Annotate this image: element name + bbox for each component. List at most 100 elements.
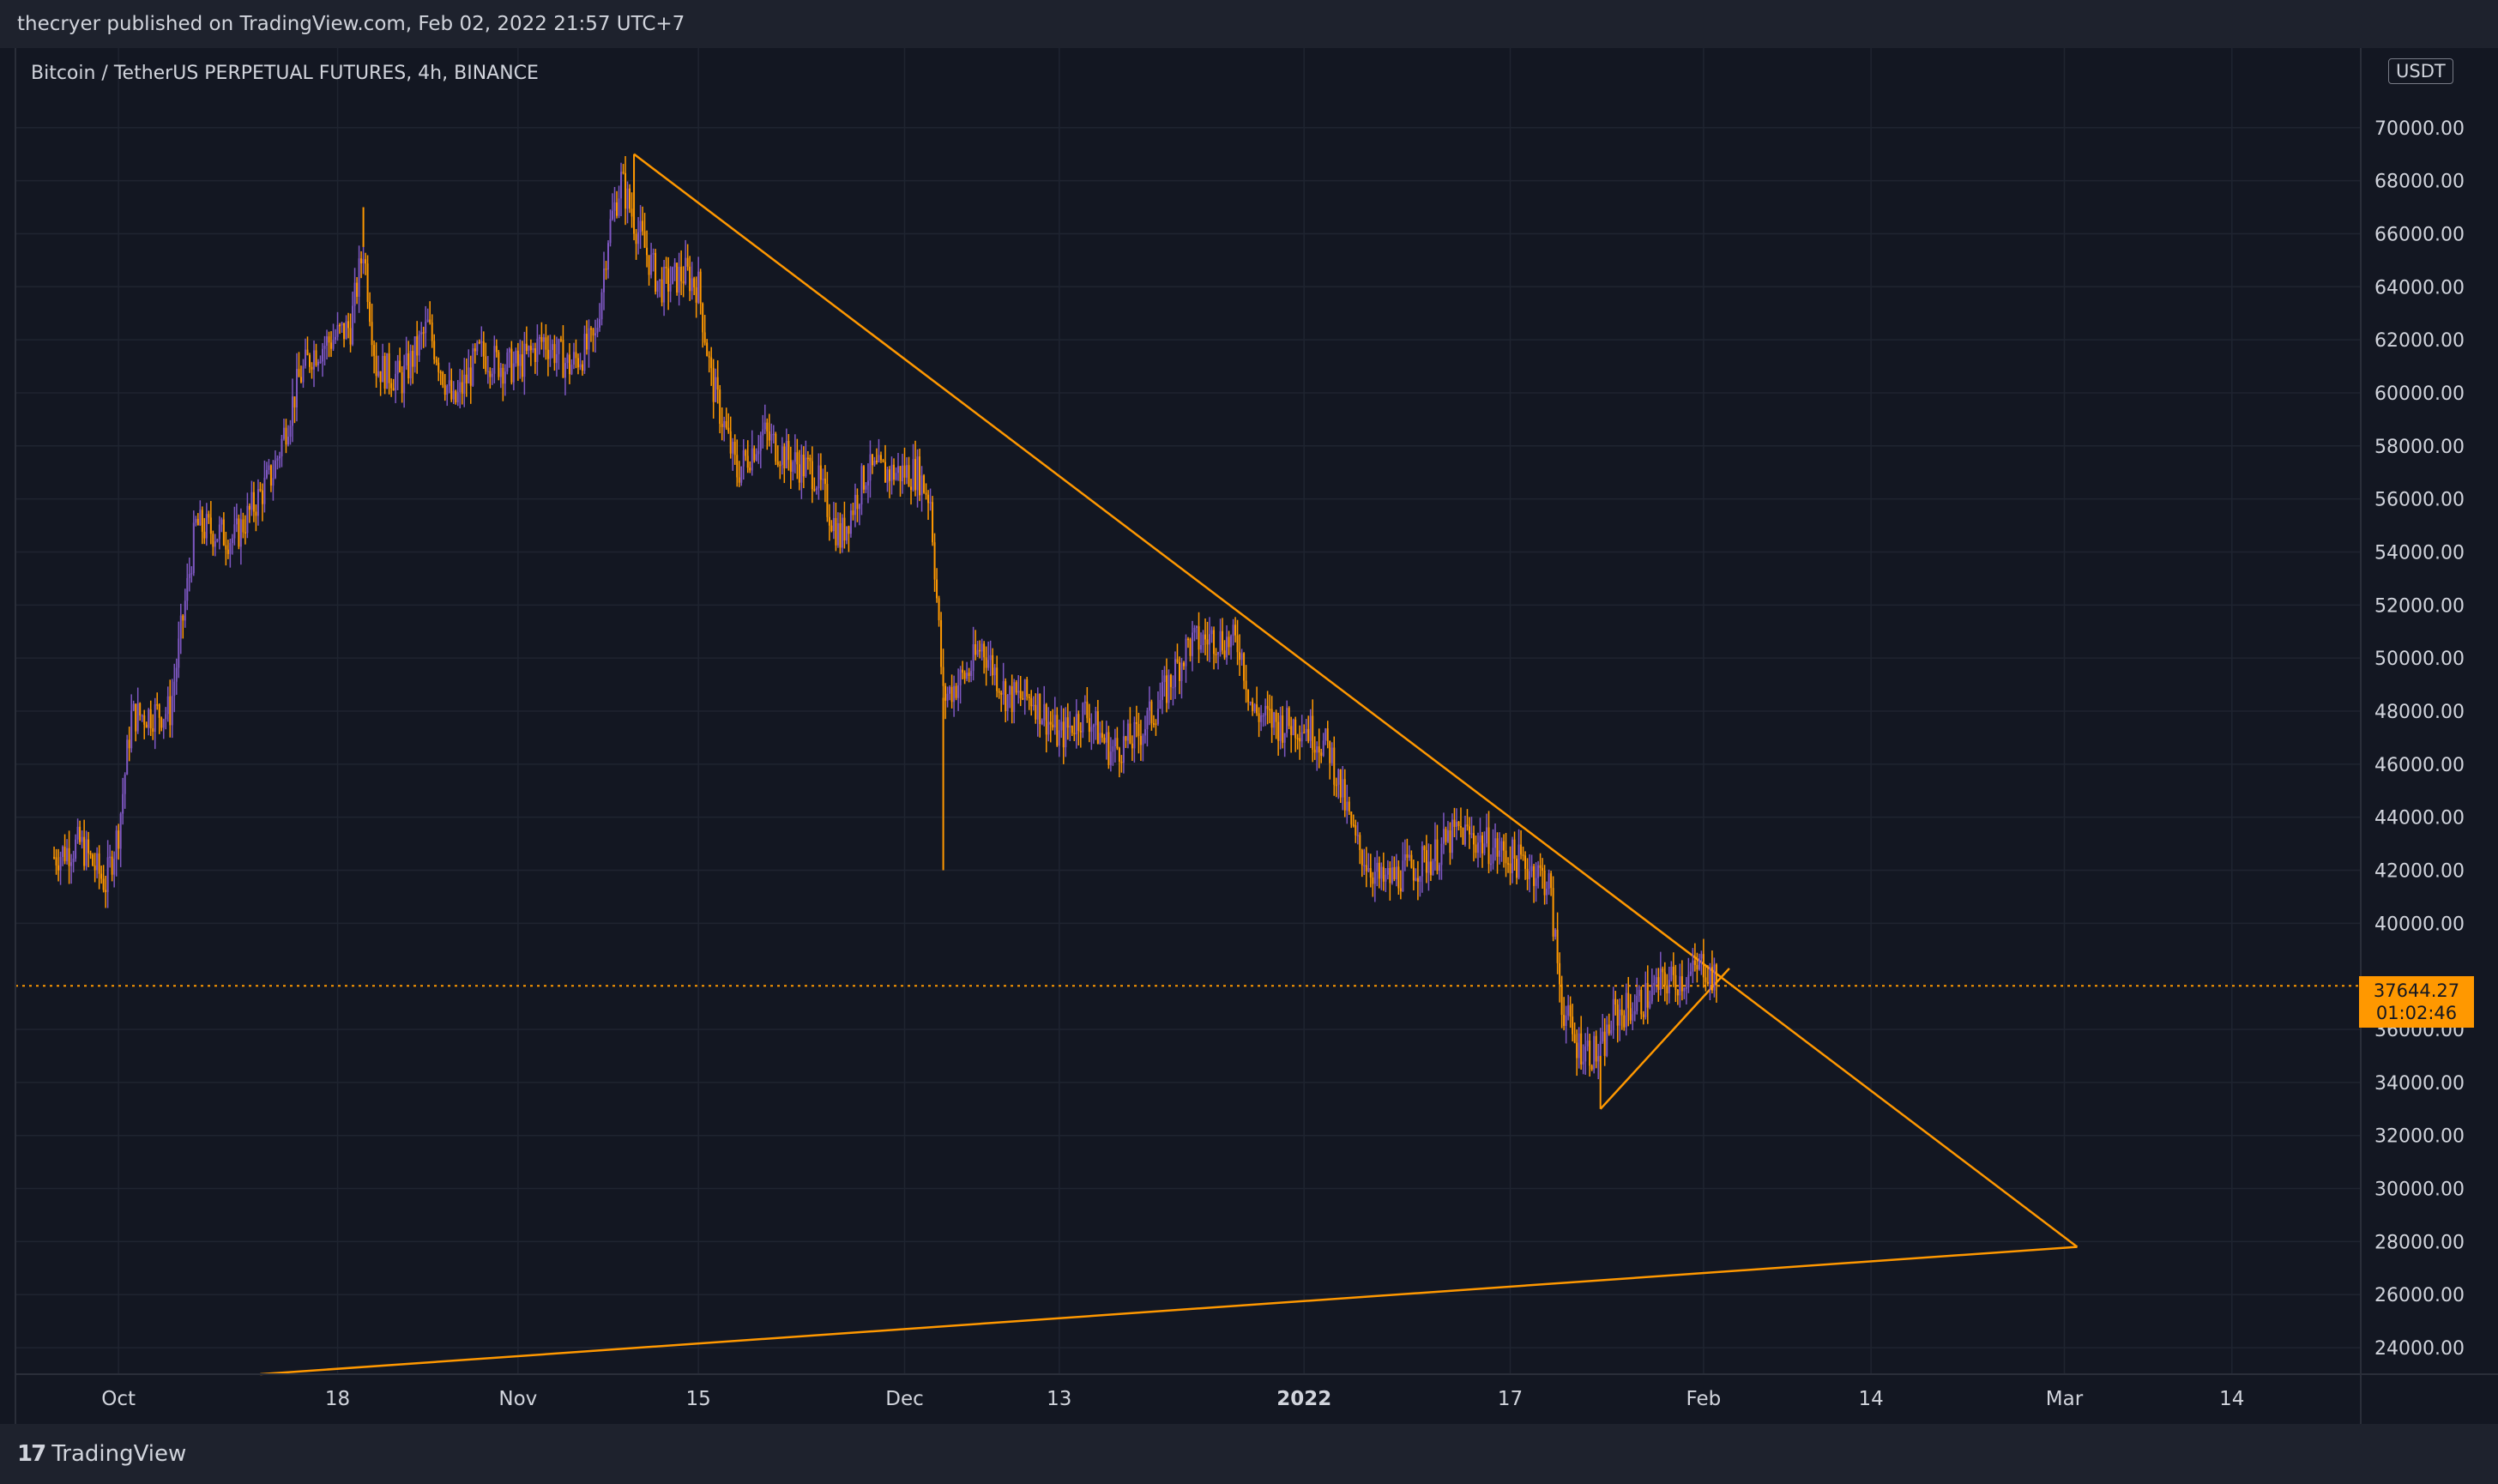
candle-body bbox=[525, 343, 528, 352]
candle-body bbox=[229, 543, 232, 554]
candle-body bbox=[1333, 747, 1336, 785]
candle-body bbox=[742, 449, 745, 467]
candle-body bbox=[787, 440, 790, 461]
candle-body bbox=[809, 457, 812, 461]
candle-body bbox=[196, 518, 199, 526]
trendline bbox=[260, 1246, 2078, 1376]
candle-body bbox=[1256, 704, 1258, 714]
candle-body bbox=[738, 477, 740, 483]
candle-body bbox=[75, 839, 77, 859]
candle-body bbox=[371, 322, 373, 346]
candle-body bbox=[1586, 1041, 1589, 1047]
candle-body bbox=[1423, 846, 1426, 851]
candle-body bbox=[130, 710, 133, 749]
candle-body bbox=[1234, 624, 1237, 636]
candle-body bbox=[195, 518, 197, 523]
candle-body bbox=[759, 435, 762, 451]
candle-body bbox=[1217, 652, 1220, 655]
candle-body bbox=[1520, 844, 1523, 855]
candle-body bbox=[528, 346, 530, 352]
candle-body bbox=[1687, 974, 1690, 988]
candle-body bbox=[1589, 1041, 1591, 1066]
candle-body bbox=[79, 826, 81, 842]
price-tick-label: 66000.00 bbox=[2374, 224, 2465, 245]
candle-body bbox=[635, 233, 637, 244]
candle-body bbox=[1095, 711, 1097, 726]
price-unit-badge[interactable]: USDT bbox=[2388, 58, 2453, 84]
trendlines[interactable] bbox=[260, 153, 2079, 1376]
candle-body bbox=[1015, 682, 1017, 693]
candle-body bbox=[1228, 636, 1230, 648]
candle-body bbox=[1243, 653, 1246, 681]
candle-body bbox=[980, 643, 983, 652]
candle-body bbox=[860, 466, 863, 505]
trendline bbox=[633, 153, 2079, 1248]
tradingview-logo[interactable]: 𝟭𝟳 TradingView bbox=[17, 1441, 186, 1467]
candle-body bbox=[862, 466, 865, 490]
candle-body bbox=[1584, 1046, 1587, 1062]
time-tick-label: 18 bbox=[325, 1388, 350, 1410]
candle-body bbox=[486, 371, 489, 373]
candle-body bbox=[1442, 829, 1445, 844]
candle-body bbox=[201, 510, 203, 532]
price-tick-label: 60000.00 bbox=[2374, 383, 2465, 405]
candle-body bbox=[1548, 873, 1550, 890]
candle-body bbox=[1569, 1004, 1572, 1017]
candle-body bbox=[1053, 715, 1056, 727]
candle-body bbox=[323, 346, 326, 349]
candle-body bbox=[1148, 701, 1150, 711]
time-tick-label: Feb bbox=[1686, 1388, 1722, 1410]
candle-body bbox=[1239, 652, 1241, 661]
candle-body bbox=[1706, 981, 1709, 984]
price-axis[interactable]: 70000.00 68000.00 66000.00 64000.00 62000.00… bbox=[2374, 118, 2465, 1360]
candle-body bbox=[76, 826, 79, 840]
candle-body bbox=[613, 202, 616, 211]
candle-body bbox=[966, 673, 968, 679]
candle-body bbox=[124, 775, 126, 794]
candle-body bbox=[515, 350, 517, 364]
candle-body bbox=[1092, 725, 1095, 727]
candle-body bbox=[1462, 827, 1464, 845]
candle-body bbox=[1000, 692, 1003, 695]
candle-body bbox=[62, 847, 64, 858]
candle-body bbox=[703, 332, 706, 343]
candle-body bbox=[122, 793, 124, 814]
price-chart[interactable]: 70000.00 68000.00 66000.00 64000.00 62000.00… bbox=[0, 48, 2498, 1424]
candle-body bbox=[1685, 987, 1687, 989]
candle-body bbox=[652, 252, 655, 255]
candle-body bbox=[656, 281, 659, 292]
candle-body bbox=[576, 358, 579, 368]
candle-body bbox=[1711, 967, 1713, 991]
candle-body bbox=[136, 703, 139, 732]
candle-body bbox=[115, 830, 118, 860]
candle-body bbox=[246, 505, 249, 534]
candle-body bbox=[53, 857, 56, 859]
candle-body bbox=[1382, 866, 1385, 882]
time-tick-label: 13 bbox=[1047, 1388, 1071, 1410]
candle-body bbox=[570, 364, 573, 375]
candle-body bbox=[407, 353, 410, 379]
candle-body bbox=[1567, 1004, 1570, 1016]
candle-body bbox=[523, 343, 526, 377]
candle-body bbox=[1385, 874, 1387, 882]
candle-body bbox=[1032, 704, 1035, 707]
candle-body bbox=[1163, 675, 1166, 683]
candle-body bbox=[815, 488, 818, 490]
candle-body bbox=[474, 348, 476, 352]
candle-body bbox=[422, 332, 425, 334]
candle-body bbox=[1105, 732, 1107, 743]
time-axis[interactable]: Oct 18 Nov 15 Dec 13 2022 17 Feb 14 Mar 14 bbox=[101, 1388, 2244, 1410]
candle-body bbox=[403, 365, 406, 394]
candle-body bbox=[426, 319, 429, 322]
candle-body bbox=[1516, 859, 1518, 878]
candle-body bbox=[667, 268, 670, 292]
candle-body bbox=[1109, 751, 1112, 765]
candle-body bbox=[1269, 709, 1271, 710]
time-tick-label: Nov bbox=[498, 1388, 537, 1410]
candle-body bbox=[1189, 639, 1192, 656]
candle-body bbox=[596, 328, 599, 334]
candle-body bbox=[936, 579, 938, 599]
candle-body bbox=[968, 673, 970, 676]
candle-body bbox=[972, 644, 974, 672]
candle-body bbox=[1066, 717, 1069, 728]
